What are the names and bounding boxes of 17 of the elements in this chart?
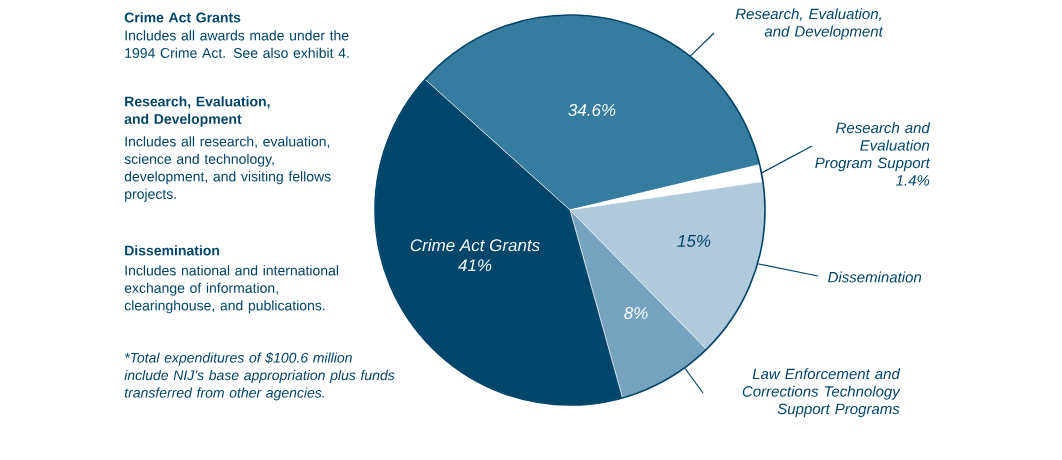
slice-label: Research, Evaluation, and Development [735,8,884,40]
text: Crime Act Grants [124,12,241,23]
data-label: 1.4% [896,175,930,186]
text: Research, Evaluation, and Development [124,96,270,127]
slice-label: Crime Act Grants [410,238,540,252]
slice-label: Law Enforcement and Corrections Technology Support Programs [742,368,901,418]
slice-label: Dissemination [828,271,922,283]
text: Includes national and international exchange of information, clearinghouse, and publications. [124,265,339,314]
data-label: 34.6% [568,103,616,117]
data-label: 8% [624,306,648,320]
text: Includes all research, evaluation, science and technology, development, and visiting fellows projects. [124,136,331,202]
slice-label: Research and Evaluation Program Support [815,122,931,172]
data-label: 41% [458,259,492,272]
text: *Total expenditures of $100.6 million include NIJ’s base appropriation plus funds transferred from other agencies. [124,352,395,401]
text: Dissemination [125,245,220,256]
data-label: 15% [677,235,711,247]
text: Includes all awards made under the 1994 Crime Act. See also exhibit 4. [125,30,349,58]
